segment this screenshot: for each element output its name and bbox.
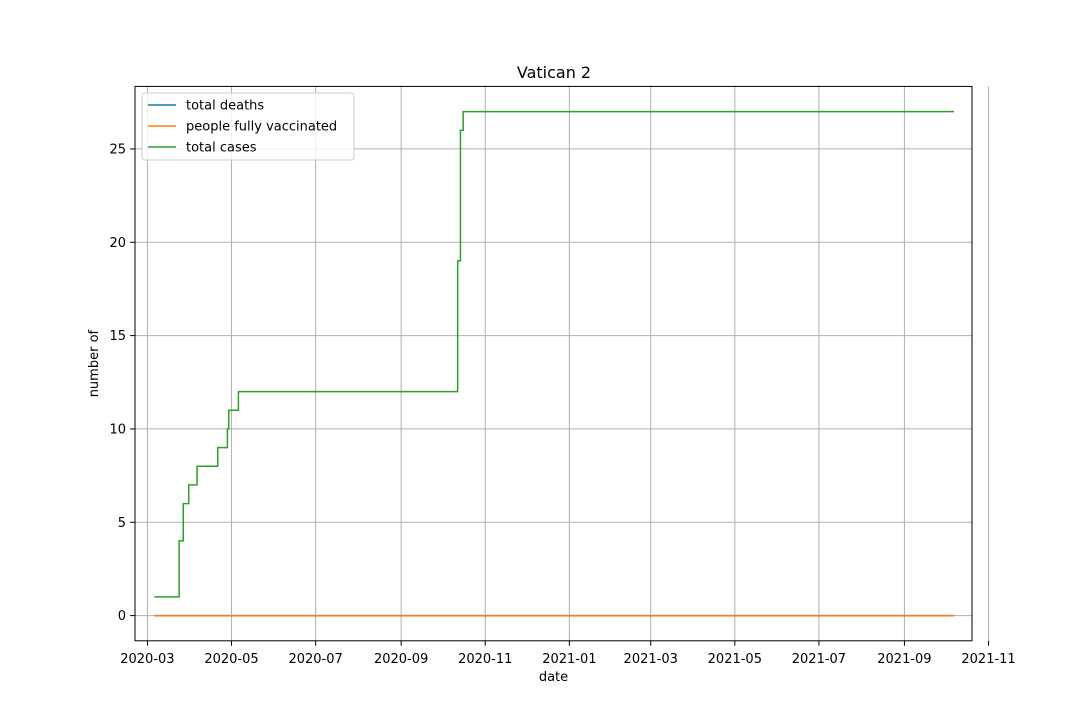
x-tick-label: 2021-05 [708, 652, 762, 667]
x-tick-label: 2020-09 [374, 652, 428, 667]
x-tick-label: 2020-03 [120, 652, 174, 667]
x-tick-label: 2021-09 [877, 652, 931, 667]
y-tick-label: 25 [109, 142, 126, 157]
legend: total deaths people fully vaccinated total… [141, 92, 355, 161]
x-axis-title: date [539, 670, 568, 685]
series-layer [154, 110, 955, 617]
x-tick-label: 2021-01 [542, 652, 596, 667]
chart-title: Vatican 2 [517, 63, 591, 82]
legend-box [141, 92, 355, 161]
series-line-total-cases [154, 110, 955, 598]
legend-label-people-fully-vaccinated: people fully vaccinated [186, 120, 337, 135]
y-tick-label: 0 [118, 609, 126, 624]
legend-label-total-cases: total cases [186, 141, 257, 156]
y-tick-label: 15 [109, 329, 126, 344]
y-axis: 0 5 10 15 20 25 [109, 142, 135, 624]
y-tick-label: 10 [109, 422, 126, 437]
x-tick-label: 2020-11 [458, 652, 512, 667]
y-tick-label: 5 [118, 516, 126, 531]
plot-frame [134, 85, 973, 642]
y-tick-label: 20 [109, 236, 126, 251]
x-axis: 2020-03 2020-05 2020-07 2020-09 2020-11 2021-… [120, 640, 1016, 667]
x-tick-label: 2020-07 [288, 652, 342, 667]
legend-label-total-deaths: total deaths [186, 99, 264, 114]
y-axis-title: number of [87, 329, 102, 397]
x-tick-label: 2021-07 [792, 652, 846, 667]
x-tick-label: 2021-03 [624, 652, 678, 667]
x-tick-label: 2020-05 [204, 652, 258, 667]
x-tick-label: 2021-11 [961, 652, 1015, 667]
grid [135, 86, 990, 641]
